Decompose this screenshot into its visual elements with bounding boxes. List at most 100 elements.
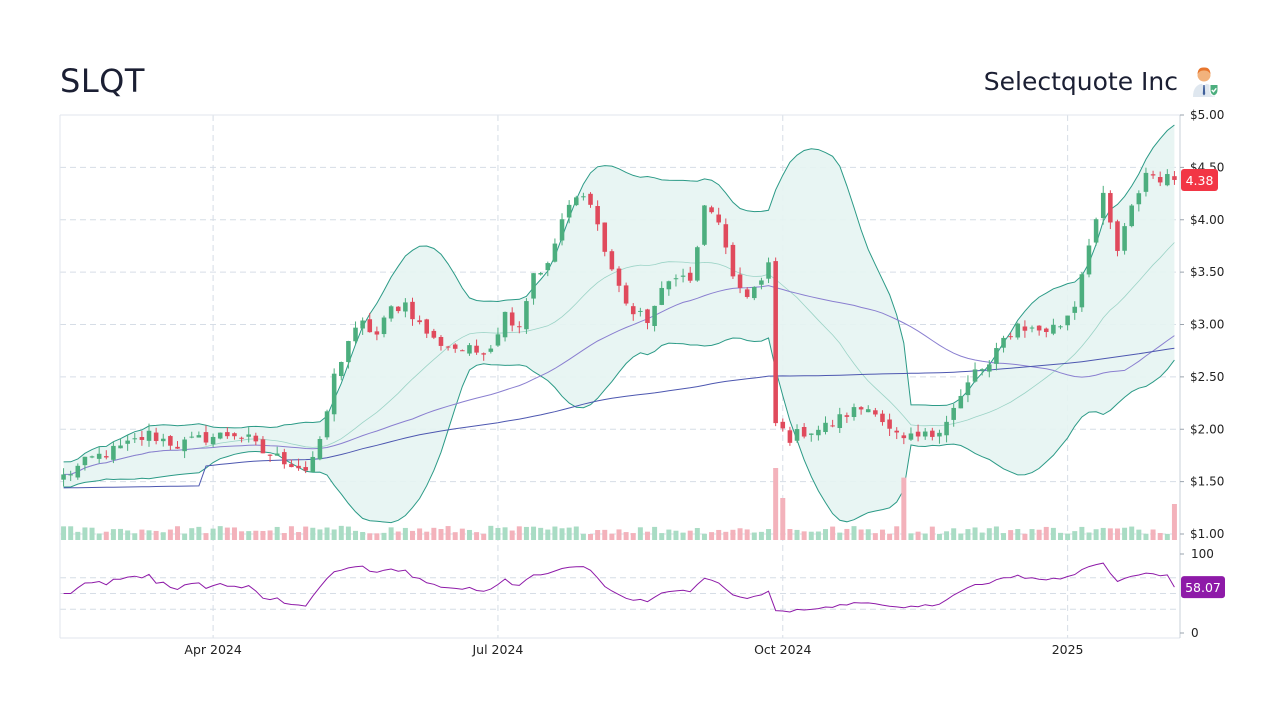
candle-body — [125, 440, 130, 444]
volume-bar — [659, 533, 665, 540]
volume-bar — [118, 528, 124, 540]
volume-bar — [345, 526, 351, 540]
volume-bar — [310, 527, 316, 540]
volume-bar — [381, 532, 387, 540]
candle-body — [545, 263, 551, 271]
volume-bar — [374, 533, 380, 540]
volume-bar — [858, 529, 864, 540]
candle-body — [132, 438, 138, 440]
volume-bar — [979, 532, 985, 540]
candle-body — [474, 345, 479, 353]
volume-bar — [801, 531, 807, 540]
candle-body — [830, 425, 835, 427]
candle-body — [403, 302, 408, 312]
candle-body — [595, 206, 600, 225]
volume-bar — [274, 526, 280, 540]
volume-bar — [1001, 533, 1007, 540]
volume-bar — [951, 528, 957, 540]
volume-bar — [132, 533, 138, 540]
candle-body — [588, 193, 593, 205]
volume-bar — [1129, 526, 1135, 540]
volume-bar — [1043, 526, 1049, 540]
volume-bar — [338, 525, 344, 540]
candle-body — [89, 456, 95, 458]
volume-bar — [303, 526, 309, 540]
candle-body — [979, 369, 985, 371]
candle-body — [374, 331, 380, 335]
volume-bar — [317, 529, 323, 540]
candle-body — [930, 430, 935, 437]
candle-body — [253, 435, 259, 442]
chart-header: SLQT Selectquote Inc — [0, 0, 1280, 110]
candle-body — [274, 453, 280, 456]
volume-bar — [1150, 529, 1156, 540]
candle-body — [75, 465, 81, 478]
candle-body — [1001, 337, 1006, 348]
candle-body — [623, 285, 629, 304]
axes: $1.00$1.50$2.00$2.50$3.00$3.50$4.00$4.50… — [184, 108, 1225, 657]
candle-body — [937, 432, 942, 437]
candle-body — [531, 273, 536, 299]
candle-body — [1043, 328, 1049, 332]
candle-body — [865, 409, 871, 413]
volume-bar — [438, 529, 444, 540]
candle-body — [581, 196, 586, 198]
volume-bar — [1122, 527, 1128, 540]
candle-body — [538, 273, 543, 275]
candle-body — [168, 436, 173, 446]
candle-body — [1029, 327, 1035, 329]
candle-body — [239, 437, 244, 439]
candle-body — [894, 430, 899, 433]
volume-bar — [851, 526, 857, 540]
volume-bar — [993, 526, 999, 540]
candle-body — [723, 224, 729, 248]
volume-bar — [331, 529, 337, 540]
candle-body — [616, 268, 622, 286]
volume-bar — [559, 528, 565, 540]
candle-body — [96, 453, 102, 459]
volume-bar — [566, 527, 572, 540]
candle-body — [424, 319, 430, 334]
businessman-verified-icon — [1193, 67, 1219, 97]
volume-bar — [837, 532, 843, 540]
price-tick-label: $4.00 — [1190, 213, 1224, 227]
volume-bar — [495, 527, 501, 540]
volume-bar — [630, 533, 636, 540]
price-tick-label: $1.00 — [1190, 527, 1224, 541]
volume-bar — [516, 526, 522, 540]
volume-bar — [580, 533, 586, 540]
volume-bar — [146, 530, 152, 540]
volume-bar — [110, 529, 116, 540]
volume-bar — [75, 531, 81, 540]
volume-bar — [1107, 528, 1113, 540]
price-tick-label: $5.00 — [1190, 108, 1224, 122]
candle-body — [837, 414, 843, 429]
candle-body — [346, 341, 351, 363]
candle-body — [759, 280, 764, 285]
candle-body — [880, 413, 885, 423]
volume-bar — [701, 533, 707, 540]
rsi-line — [63, 562, 1175, 613]
volume-bar — [673, 530, 679, 540]
volume-bar — [751, 532, 757, 540]
volume-bar — [687, 530, 693, 540]
volume-bar — [944, 531, 950, 540]
volume-bar — [452, 532, 458, 540]
volume-bar — [459, 528, 465, 540]
volume-bar — [744, 529, 750, 540]
candle-body — [82, 456, 88, 466]
candle-body — [517, 326, 522, 328]
volume-bar — [644, 531, 650, 540]
volume-bar — [1079, 526, 1085, 540]
candle-body — [1093, 219, 1099, 243]
volume-bar — [367, 533, 373, 540]
volume-bar — [1050, 527, 1056, 540]
date-tick-label: Apr 2024 — [184, 642, 241, 657]
candle-body — [730, 244, 736, 277]
candle-body — [602, 222, 608, 252]
volume-bar — [474, 532, 480, 540]
candle-body — [858, 407, 864, 410]
candle-body — [908, 433, 914, 440]
rsi-value-tag — [1181, 576, 1225, 599]
